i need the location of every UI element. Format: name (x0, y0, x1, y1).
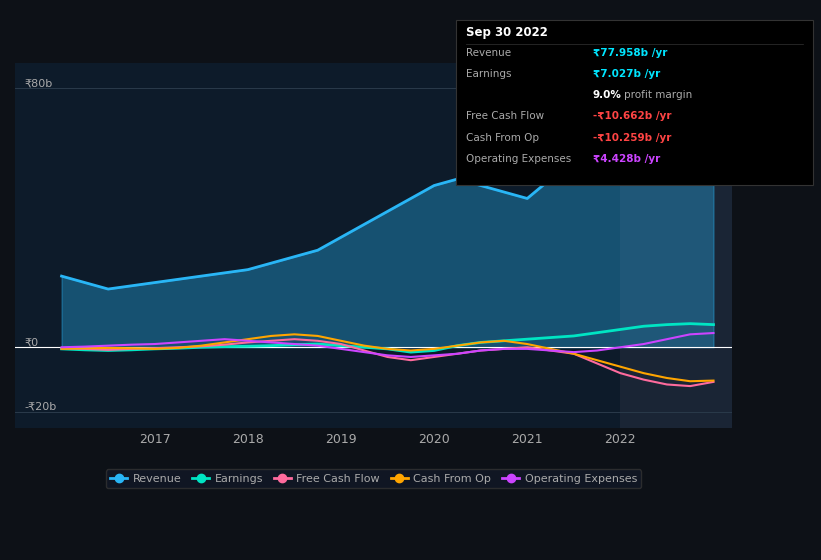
Legend: Revenue, Earnings, Free Cash Flow, Cash From Op, Operating Expenses: Revenue, Earnings, Free Cash Flow, Cash … (106, 469, 641, 488)
Text: ₹80b: ₹80b (25, 78, 53, 88)
Text: -₹10.662b /yr: -₹10.662b /yr (593, 111, 672, 122)
Text: ₹0: ₹0 (25, 337, 39, 347)
Text: Operating Expenses: Operating Expenses (466, 154, 571, 164)
Text: 9.0%: 9.0% (593, 90, 621, 100)
Text: Revenue: Revenue (466, 48, 511, 58)
Text: ₹7.027b /yr: ₹7.027b /yr (593, 69, 660, 79)
Text: -₹10.259b /yr: -₹10.259b /yr (593, 133, 671, 143)
Text: Earnings: Earnings (466, 69, 511, 79)
Text: profit margin: profit margin (624, 90, 692, 100)
Text: ₹4.428b /yr: ₹4.428b /yr (593, 154, 660, 164)
Bar (621, 63, 732, 428)
FancyBboxPatch shape (456, 20, 813, 185)
Text: Free Cash Flow: Free Cash Flow (466, 111, 544, 122)
Text: -₹20b: -₹20b (25, 402, 57, 412)
Text: Cash From Op: Cash From Op (466, 133, 539, 143)
Text: ₹77.958b /yr: ₹77.958b /yr (593, 48, 667, 58)
Text: Sep 30 2022: Sep 30 2022 (466, 26, 548, 39)
